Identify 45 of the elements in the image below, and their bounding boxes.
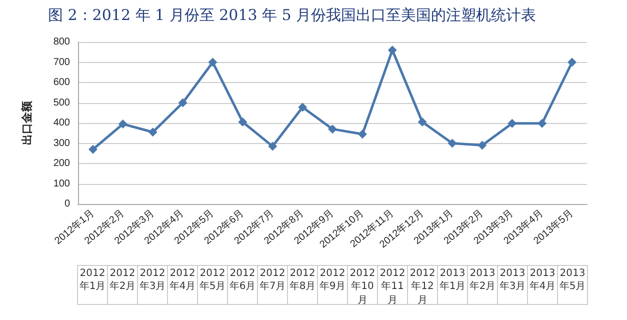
point (358, 130, 367, 139)
point (208, 58, 218, 67)
point (88, 144, 98, 154)
point (268, 142, 278, 151)
y-tick-label: 800 (53, 36, 70, 48)
point (148, 128, 158, 137)
category-label: 2012年12月 (410, 268, 436, 306)
y-tick-label: 500 (53, 97, 70, 108)
category-label: 2013年5月 (559, 268, 586, 292)
category-label: 2012年5月 (199, 268, 226, 292)
point (478, 140, 487, 150)
category-label: 2012年11月 (380, 268, 406, 306)
point (508, 118, 517, 128)
category-label: 2012年7月 (259, 268, 286, 292)
category-label: 2012年6月 (229, 268, 256, 292)
y-tick-label: 0 (64, 198, 70, 210)
point (388, 46, 397, 55)
category-label: 2013年4月 (529, 268, 556, 292)
point (448, 138, 457, 148)
point (538, 118, 547, 128)
point (238, 117, 248, 126)
y-tick-label: 300 (53, 138, 70, 149)
y-tick-label: 700 (53, 56, 70, 68)
point (418, 117, 427, 126)
chart-title: 图 2：2012 年 1 月份至 2013 年 5 月份我国出口至美国的注塑机统计表 (48, 6, 536, 25)
category-label: 2012年1月 (79, 268, 106, 292)
y-axis-title: 出口金额 (20, 100, 34, 145)
y-tick-label: 200 (53, 158, 70, 169)
y-tick-label: 600 (53, 77, 70, 88)
point (298, 102, 308, 112)
category-label: 2013年1月 (439, 268, 466, 292)
category-label: 2012年9月 (319, 268, 346, 292)
category-label: 2012年4月 (169, 268, 196, 292)
category-label: 2013年3月 (499, 268, 526, 292)
point (568, 58, 577, 67)
point (178, 98, 188, 108)
category-label: 2013年2月 (469, 268, 496, 292)
category-label: 2012年3月 (139, 268, 166, 292)
point (118, 120, 128, 129)
point (328, 124, 337, 134)
y-tick-label: 400 (53, 118, 70, 128)
category-label: 2012年10月 (350, 268, 376, 306)
y-tick-label: 100 (53, 178, 70, 190)
category-label: 2012年2月 (109, 268, 136, 292)
category-label: 2012年8月 (289, 268, 316, 292)
